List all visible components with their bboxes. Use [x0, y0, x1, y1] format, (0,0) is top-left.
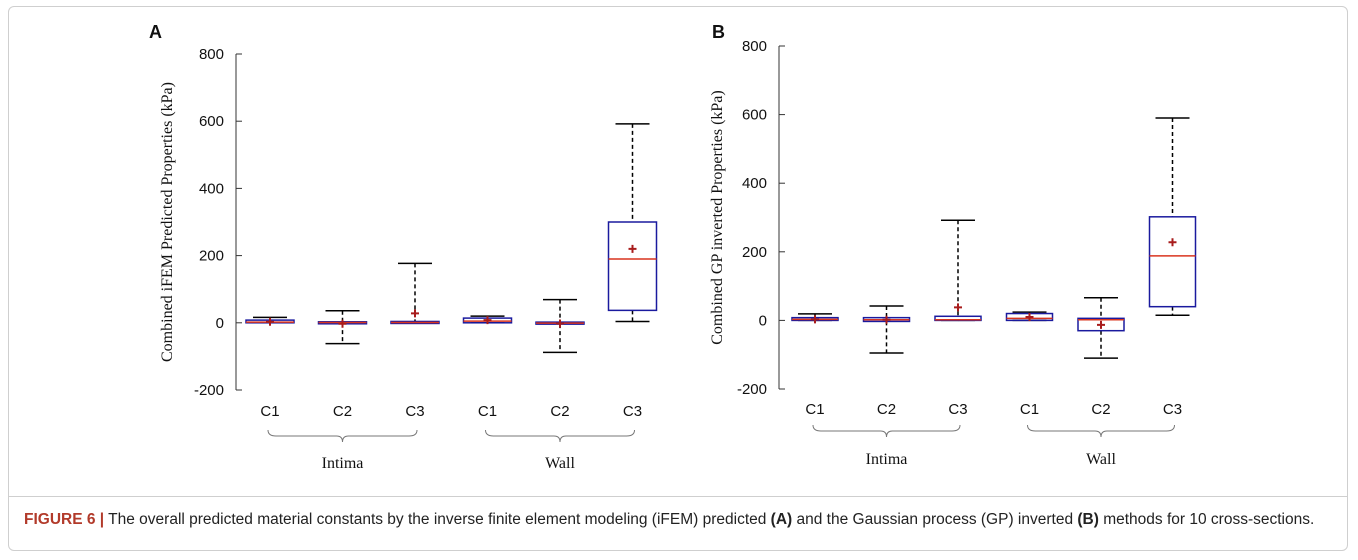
- figure-frame: [8, 6, 1348, 551]
- mean-marker: [628, 244, 637, 253]
- panel-a-y-tick-label: 600: [199, 113, 224, 130]
- mean-marker: [1168, 238, 1177, 247]
- panel-a-box-6: [607, 123, 658, 323]
- panel-b-category-label: C2: [1091, 401, 1110, 418]
- mean-marker: [811, 315, 819, 324]
- panel-a-y-axis-title: Combined iFEM Predicted Properties (kPa): [159, 82, 176, 362]
- panel-b-box-4: [1005, 311, 1054, 322]
- caption-label: FIGURE 6 |: [24, 511, 105, 528]
- panel-a-box-1: [245, 316, 295, 326]
- mean-marker: [411, 309, 419, 318]
- figure-caption: FIGURE 6 | The overall predicted materia…: [8, 496, 1348, 531]
- caption-ref-b: (B): [1077, 511, 1099, 528]
- mean-marker: [266, 317, 274, 326]
- panel-b-y-tick-label: 800: [742, 38, 767, 55]
- caption-text-3: methods for 10 cross-sections.: [1098, 511, 1315, 528]
- panel-a-y-tick-label: 200: [199, 248, 224, 265]
- panel-b-chart: B -200 0 200 400 600 800 Combined GP inverted P…: [709, 22, 1197, 468]
- mean-marker: [954, 303, 962, 312]
- panel-a-category-label: C1: [260, 403, 279, 420]
- panel-a-group-brace: [267, 429, 418, 443]
- panel-b-category-label: C2: [877, 401, 896, 418]
- panel-b-category-label: C1: [805, 401, 824, 418]
- mean-marker: [1025, 312, 1034, 321]
- panel-b-y-axis-title: Combined GP inverted Properties (kPa): [709, 90, 726, 344]
- panel-a-y-tick-label: 800: [199, 46, 224, 63]
- iqr-box: [1148, 216, 1197, 308]
- panel-b-box-3: [934, 219, 982, 322]
- panel-b-group-brace: [812, 424, 961, 438]
- panel-b-group-label: Intima: [866, 451, 908, 468]
- panel-a-group-brace: [485, 429, 635, 443]
- caption-text-2: and the Gaussian process (GP) inverted: [792, 511, 1078, 528]
- mean-marker: [556, 319, 564, 328]
- panel-a-category-label: C3: [623, 403, 642, 420]
- panel-a-category-label: C2: [550, 403, 569, 420]
- panel-b-box-6: [1148, 117, 1197, 317]
- panel-a-y-tick-label: 400: [199, 180, 224, 197]
- panel-b-box-1: [791, 313, 839, 324]
- panel-a-box-5: [535, 298, 585, 354]
- caption-text-1: The overall predicted material constants…: [104, 511, 771, 528]
- panel-a-label: A: [149, 22, 162, 42]
- figure-canvas: A -200 0 200 400 600 800 Combined iFEM Predicte…: [149, 22, 1197, 472]
- panel-b-category-label: C3: [1163, 401, 1182, 418]
- panel-a-category-label: C2: [333, 403, 352, 420]
- panel-b-label: B: [712, 22, 725, 42]
- mean-marker: [1097, 320, 1105, 329]
- panel-a-box-2: [317, 309, 368, 345]
- panel-a-group-label: Intima: [322, 455, 364, 472]
- caption-ref-a: (A): [770, 511, 793, 528]
- iqr-box: [607, 221, 658, 312]
- panel-b-box-2: [862, 305, 911, 354]
- panel-b-y-tick-label: 200: [742, 244, 767, 261]
- panel-a-y-tick-label: 0: [216, 315, 224, 332]
- panel-a-box-3: [390, 262, 440, 325]
- mean-marker: [338, 319, 347, 328]
- panel-a-chart: A -200 0 200 400 600 800 Combined iFEM Predicte…: [149, 22, 658, 472]
- panel-b-category-label: C3: [948, 401, 967, 418]
- panel-b-y-tick-label: 400: [742, 175, 767, 192]
- mean-marker: [882, 315, 891, 324]
- panel-a-y-tick-label: -200: [194, 382, 224, 399]
- panel-a-category-label: C3: [405, 403, 424, 420]
- panel-a-box-4: [462, 315, 513, 325]
- panel-b-group-brace: [1027, 424, 1175, 438]
- panel-b-y-tick-label: 0: [759, 312, 767, 329]
- panel-b-y-tick-label: 600: [742, 107, 767, 124]
- panel-a-group-label: Wall: [545, 455, 575, 472]
- panel-b-category-label: C1: [1020, 401, 1039, 418]
- panel-b-y-tick-label: -200: [737, 381, 767, 398]
- iqr-box: [1077, 317, 1125, 332]
- panel-a-category-label: C1: [478, 403, 497, 420]
- panel-b-box-5: [1077, 297, 1125, 359]
- mean-marker: [483, 316, 492, 325]
- panel-b-group-label: Wall: [1086, 451, 1116, 468]
